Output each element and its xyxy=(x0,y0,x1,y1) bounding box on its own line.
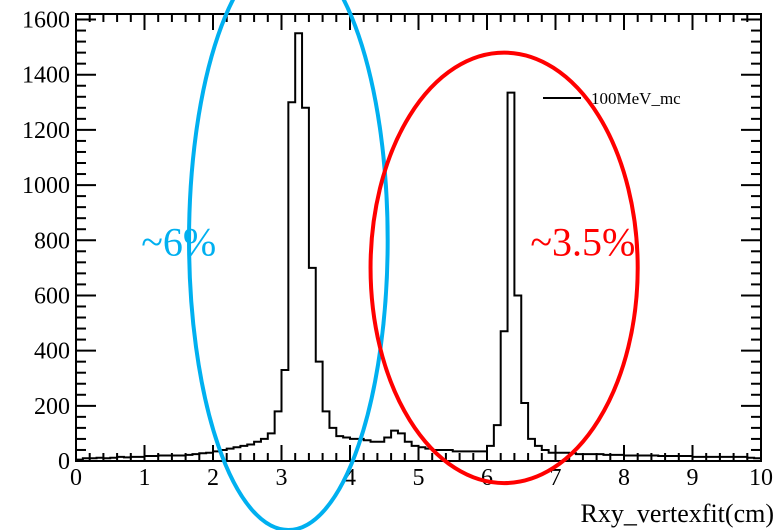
x-axis-title: Rxy_vertexfit(cm) xyxy=(581,499,775,528)
annotations: ~6% ~3.5% xyxy=(141,219,635,264)
x-tick-label: 5 xyxy=(413,465,425,491)
x-tick-label: 0 xyxy=(70,465,82,491)
annotation-text: ~3.5% xyxy=(530,219,635,264)
x-tick-label: 3 xyxy=(276,465,288,491)
y-tick-label: 1400 xyxy=(22,63,70,89)
x-tick-label: 9 xyxy=(687,465,699,491)
y-tick-label: 0 xyxy=(58,449,70,475)
y-tick-label: 400 xyxy=(34,339,70,365)
x-tick-label: 10 xyxy=(749,465,773,491)
annotation-text: ~6% xyxy=(141,219,216,264)
legend-label: 100MeV_mc xyxy=(591,89,681,108)
x-tick-label: 6 xyxy=(481,465,493,491)
highlight-ellipses xyxy=(187,0,640,530)
legend: 100MeV_mc xyxy=(543,89,681,108)
x-tick-label: 8 xyxy=(618,465,630,491)
x-tick-label: 1 xyxy=(139,465,151,491)
y-tick-label: 200 xyxy=(34,394,70,420)
x-tick-label: 2 xyxy=(207,465,219,491)
x-tick-label: 7 xyxy=(550,465,562,491)
y-tick-label: 1600 xyxy=(22,8,70,34)
y-tick-label: 800 xyxy=(34,228,70,254)
highlight-ellipse xyxy=(368,50,640,486)
tick-labels: 0 1 2 3 4 5 6 7 8 9 100200400600800100012001400160… xyxy=(22,8,773,491)
plot-frame xyxy=(75,13,762,462)
y-tick-label: 600 xyxy=(34,283,70,309)
histogram-line xyxy=(76,32,761,461)
y-tick-label: 1000 xyxy=(22,173,70,199)
y-tick-label: 1200 xyxy=(22,118,70,144)
